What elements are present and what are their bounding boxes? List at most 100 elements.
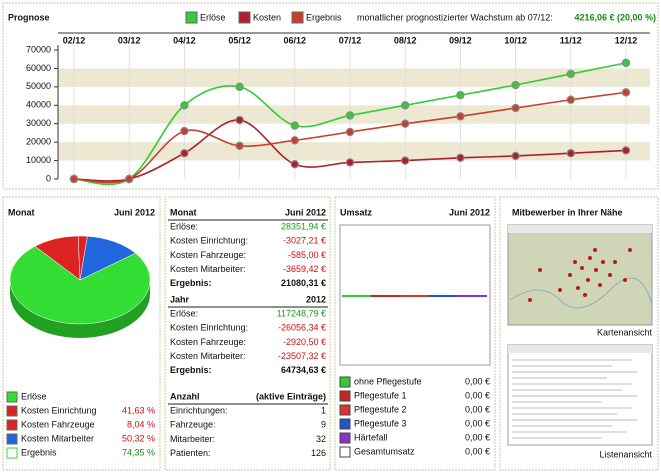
map-link[interactable]: Kartenansicht [597, 327, 653, 337]
legend-swatch [6, 391, 18, 403]
legend-label: Erlöse [21, 391, 47, 401]
legend-label: Pflegestufe 3 [354, 418, 407, 428]
x-tick-label: 07/12 [339, 35, 362, 45]
list-thumbnail[interactable] [507, 344, 653, 446]
row-label: Kosten Mitarbeiter: [170, 264, 246, 274]
legend-share: 50,32 % [122, 433, 155, 443]
data-point [456, 112, 465, 121]
legend-swatch [339, 432, 351, 444]
legend-label: Erlöse [200, 12, 226, 22]
row-label: Erlöse: [170, 221, 198, 231]
data-point [235, 82, 244, 92]
map-image[interactable] [507, 224, 653, 326]
legend-swatch [291, 11, 304, 24]
row-value: -23507,32 € [278, 351, 326, 361]
data-point [456, 153, 465, 163]
data-point [456, 90, 465, 100]
legend-swatch [6, 405, 18, 417]
row-label: Ergebnis: [170, 365, 212, 375]
legend-label: Ergebnis [306, 12, 342, 22]
row-value: 32 [316, 434, 326, 444]
x-tick-label: 03/12 [118, 35, 141, 45]
data-point [124, 174, 134, 184]
data-point [290, 160, 299, 169]
legend-swatch [339, 446, 351, 458]
legend-value: 0,00 € [465, 432, 490, 442]
row-value: 64734,63 € [281, 365, 326, 375]
map-markers [528, 248, 632, 302]
row-label: Fahrzeuge: [170, 420, 216, 430]
map-road [509, 277, 653, 309]
pie-title: Monat [8, 207, 35, 217]
row-value: 9 [321, 420, 326, 430]
chart-title: Prognose [8, 12, 50, 22]
section-header-right: (aktive Einträge) [256, 391, 326, 401]
section-header: Anzahl [170, 391, 200, 401]
y-tick-label: 30000 [26, 118, 51, 128]
data-point [401, 101, 410, 110]
finance-panel [164, 196, 331, 471]
legend-label: Ergebnis [21, 447, 57, 457]
legend-swatch [339, 376, 351, 388]
list-link[interactable]: Listenansicht [599, 449, 652, 459]
legend-share: 8,04 % [127, 419, 155, 429]
legend-swatch [339, 404, 351, 416]
legend-label: Härtefall [354, 432, 388, 442]
data-point [401, 119, 410, 128]
pie-slice [9, 245, 151, 325]
legend-label: Gesamtumsatz [354, 446, 415, 456]
revenue-period: Juni 2012 [449, 207, 490, 217]
data-point [345, 127, 355, 137]
legend-swatch [6, 419, 18, 431]
row-label: Kosten Fahrzeuge: [170, 337, 246, 347]
map-thumbnail[interactable] [507, 224, 653, 326]
row-label: Mitarbeiter: [170, 434, 215, 444]
x-tick-label: 02/12 [63, 35, 86, 45]
legend-swatch [185, 11, 198, 24]
legend-label: Pflegestufe 2 [354, 404, 407, 414]
data-point [621, 58, 631, 68]
legend-label: Pflegestufe 1 [354, 390, 407, 400]
row-label: Patienten: [170, 448, 211, 458]
revenue-title: Umsatz [340, 207, 373, 217]
growth-value: 4216,06 € (20,00 %) [574, 12, 656, 22]
legend-value: 0,00 € [465, 376, 490, 386]
data-point [621, 146, 631, 155]
section-header-right: 2012 [306, 294, 326, 304]
y-tick-label: 40000 [26, 100, 51, 110]
data-point [621, 88, 631, 97]
data-point [290, 121, 299, 130]
data-point [345, 111, 355, 120]
row-label: Kosten Einrichtung: [170, 323, 248, 333]
y-tick-label: 70000 [26, 44, 51, 54]
y-tick-label: 50000 [26, 81, 51, 91]
row-value: 126 [311, 448, 326, 458]
list-image[interactable] [507, 344, 653, 446]
data-point [69, 174, 79, 184]
data-point [511, 80, 520, 90]
legend-swatch [6, 447, 18, 459]
x-tick-label: 11/12 [560, 35, 582, 45]
x-tick-label: 04/12 [173, 35, 196, 45]
row-label: Kosten Einrichtung: [170, 236, 248, 246]
map-header [508, 225, 652, 233]
row-value: 1 [321, 405, 326, 415]
data-point [235, 115, 244, 125]
data-point [290, 136, 299, 145]
y-tick-label: 10000 [26, 155, 51, 165]
row-value: -2920,50 € [283, 337, 326, 347]
legend-value: 0,00 € [465, 418, 490, 428]
data-point [401, 156, 410, 165]
legend-swatch [339, 418, 351, 430]
row-label: Ergebnis: [170, 278, 212, 288]
section-header-right: Juni 2012 [285, 207, 326, 217]
data-point [511, 103, 520, 113]
x-tick-label: 06/12 [284, 35, 307, 45]
pie-subtitle: Juni 2012 [114, 207, 155, 217]
x-tick-label: 10/12 [504, 35, 527, 45]
legend-value: 0,00 € [465, 446, 490, 456]
legend-label: Kosten [253, 12, 281, 22]
legend-label: Kosten Fahrzeuge [21, 419, 95, 429]
